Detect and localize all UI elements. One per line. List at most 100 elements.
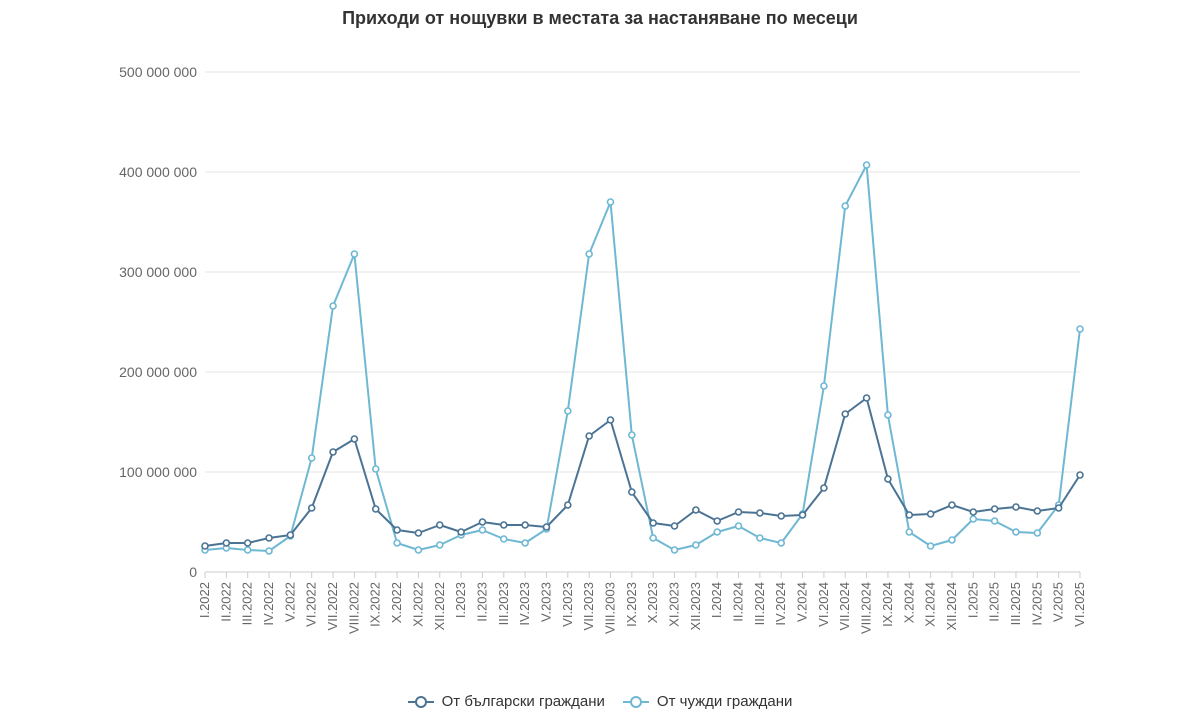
x-tick-label: II.2023 — [474, 582, 489, 622]
data-point[interactable] — [499, 535, 508, 543]
series-group — [201, 161, 1084, 555]
data-point[interactable] — [670, 546, 679, 554]
data-point[interactable] — [606, 198, 615, 206]
data-point[interactable] — [841, 202, 850, 210]
x-tick-label: III.2024 — [752, 582, 767, 625]
data-point[interactable] — [564, 407, 572, 415]
data-point[interactable] — [1076, 325, 1084, 333]
x-tick-label: VI.2023 — [560, 582, 575, 627]
data-point[interactable] — [969, 508, 978, 516]
x-tick-label: II.2022 — [218, 582, 233, 622]
x-tick-label: VIII.2003 — [602, 582, 617, 634]
data-point[interactable] — [884, 411, 892, 419]
data-point[interactable] — [329, 302, 337, 310]
data-point[interactable] — [713, 528, 721, 536]
data-point[interactable] — [713, 517, 721, 525]
data-point[interactable] — [969, 515, 978, 523]
legend-item-bulgarian[interactable]: От български граждани — [407, 693, 605, 710]
data-point[interactable] — [1076, 471, 1084, 479]
data-point[interactable] — [521, 539, 529, 547]
data-point[interactable] — [222, 539, 231, 547]
data-point[interactable] — [692, 506, 700, 514]
data-point[interactable] — [948, 536, 956, 544]
data-point[interactable] — [393, 539, 401, 547]
data-point[interactable] — [243, 546, 252, 554]
x-tick-label: V.2022 — [282, 582, 297, 622]
data-point[interactable] — [265, 547, 273, 555]
chart-title: Приходи от нощувки в местата за настаняв… — [342, 8, 858, 28]
data-point[interactable] — [820, 382, 828, 390]
data-point[interactable] — [905, 511, 914, 519]
data-point[interactable] — [585, 250, 593, 258]
data-point[interactable] — [862, 394, 871, 402]
data-point[interactable] — [435, 521, 444, 529]
data-point[interactable] — [734, 508, 743, 516]
series-line — [204, 164, 1081, 552]
data-point[interactable] — [414, 529, 423, 537]
data-point[interactable] — [905, 528, 914, 536]
data-point[interactable] — [777, 539, 786, 547]
x-tick-label: VII.2023 — [581, 582, 596, 630]
data-point[interactable] — [542, 523, 551, 531]
data-point[interactable] — [521, 521, 529, 529]
data-point[interactable] — [948, 501, 956, 509]
data-point[interactable] — [478, 518, 487, 526]
series-line — [204, 397, 1081, 547]
data-point[interactable] — [393, 526, 401, 534]
y-tick-label: 300 000 000 — [119, 264, 197, 280]
data-point[interactable] — [265, 534, 273, 542]
data-point[interactable] — [692, 541, 700, 549]
data-point[interactable] — [371, 465, 380, 473]
data-point[interactable] — [329, 448, 337, 456]
data-point[interactable] — [564, 501, 572, 509]
data-point[interactable] — [350, 250, 359, 258]
x-tick-label: V.2024 — [795, 582, 810, 622]
legend-item-foreign[interactable]: От чужди граждани — [622, 693, 792, 710]
data-point[interactable] — [1033, 529, 1042, 537]
data-point[interactable] — [798, 511, 807, 519]
legend-foreign-icon — [622, 695, 649, 709]
data-point[interactable] — [1033, 507, 1042, 515]
data-point[interactable] — [926, 510, 935, 518]
data-point[interactable] — [926, 542, 935, 550]
data-point[interactable] — [371, 505, 380, 513]
data-point[interactable] — [414, 546, 423, 554]
x-tick-label: I.2022 — [197, 582, 212, 618]
x-tick-label: V.2025 — [1051, 582, 1066, 622]
data-point[interactable] — [628, 488, 636, 496]
data-point[interactable] — [649, 519, 657, 527]
data-point[interactable] — [1012, 503, 1020, 511]
data-point[interactable] — [585, 432, 593, 440]
data-point[interactable] — [457, 528, 465, 536]
x-tick-label: X.2024 — [901, 582, 916, 623]
data-point[interactable] — [478, 526, 487, 534]
x-tick-label: I.2025 — [965, 582, 980, 618]
data-point[interactable] — [435, 541, 444, 549]
data-point[interactable] — [606, 416, 615, 424]
data-point[interactable] — [734, 522, 743, 530]
data-point[interactable] — [201, 542, 209, 550]
data-point[interactable] — [1012, 528, 1020, 536]
x-tick-label: IV.2025 — [1029, 582, 1044, 626]
data-point[interactable] — [756, 509, 764, 517]
data-point[interactable] — [884, 475, 892, 483]
data-point[interactable] — [841, 410, 850, 418]
data-point[interactable] — [499, 521, 508, 529]
data-point[interactable] — [350, 435, 359, 443]
data-point[interactable] — [307, 504, 316, 512]
data-point[interactable] — [628, 431, 636, 439]
data-point[interactable] — [777, 512, 786, 520]
data-point[interactable] — [243, 539, 252, 547]
data-point[interactable] — [862, 161, 871, 169]
x-tick-label: VI.2024 — [816, 582, 831, 627]
data-point[interactable] — [1054, 504, 1063, 512]
data-point[interactable] — [820, 484, 828, 492]
data-point[interactable] — [307, 454, 316, 462]
data-point[interactable] — [286, 531, 295, 539]
data-point[interactable] — [649, 534, 657, 542]
data-point[interactable] — [756, 534, 764, 542]
data-point[interactable] — [990, 517, 999, 525]
data-point[interactable] — [990, 505, 999, 513]
data-point[interactable] — [670, 522, 679, 530]
x-tick-label: V.2023 — [538, 582, 553, 622]
